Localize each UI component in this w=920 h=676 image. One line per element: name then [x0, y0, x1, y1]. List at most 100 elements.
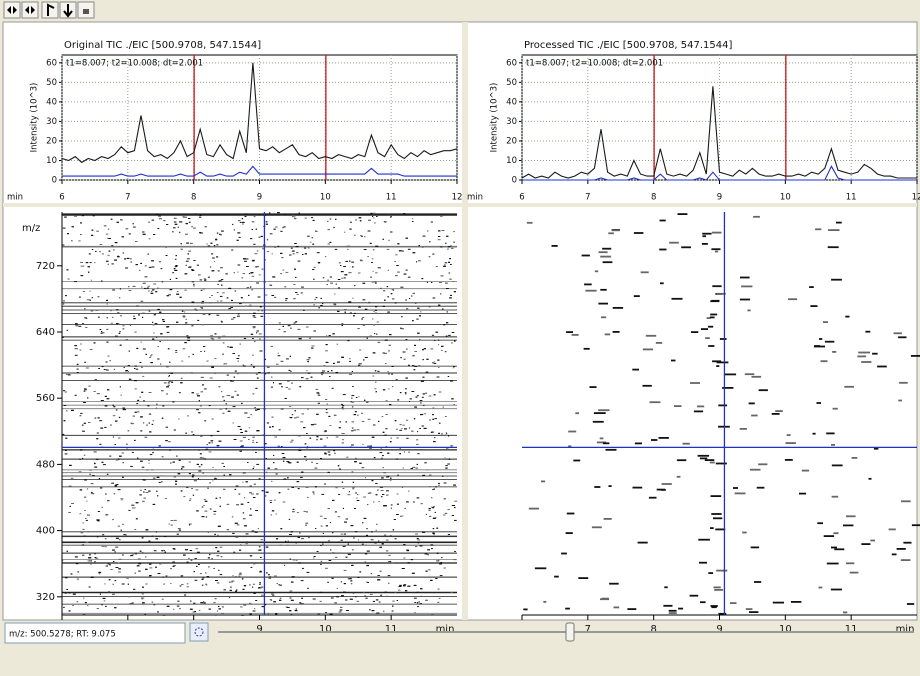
heatmap-cell [334, 453, 335, 454]
heatmap-cell [445, 457, 446, 458]
heatmap-cell [735, 493, 746, 495]
heatmap-cell [86, 542, 89, 543]
tool-button[interactable] [42, 2, 58, 18]
heatmap-cell [373, 352, 376, 353]
heatmap-cell [179, 232, 181, 233]
status-button[interactable] [190, 623, 208, 641]
heatmap-cell [447, 464, 449, 465]
slider-thumb[interactable] [566, 623, 574, 641]
heatmap-cell [203, 602, 205, 603]
heatmap-cell [269, 212, 270, 213]
heatmap-cell [107, 317, 108, 318]
heatmap-cell [421, 503, 423, 504]
heatmap-cell [293, 284, 295, 285]
heatmap-cell [119, 559, 122, 560]
heatmap-cell [164, 382, 167, 383]
heatmap-cell [206, 449, 209, 450]
heatmap-cell [240, 441, 243, 442]
heatmap-cell [328, 452, 330, 453]
heatmap-cell [713, 517, 722, 519]
heatmap-cell [698, 539, 710, 541]
heatmap-cell [134, 368, 135, 369]
heatmap-cell [100, 428, 103, 429]
heatmap-cell [446, 433, 447, 434]
heatmap-cell [325, 350, 328, 351]
heatmap-cell [635, 443, 642, 445]
heatmap-cell [115, 242, 118, 243]
heatmap-cell [168, 441, 171, 442]
heatmap-cell [874, 448, 879, 450]
heatmap-cell [142, 501, 144, 502]
heatmap-cell [206, 243, 207, 244]
heatmap-cell [380, 487, 383, 488]
heatmap-cell [186, 265, 187, 266]
x-tick-label: 11 [386, 193, 397, 203]
heatmap-cell [212, 442, 213, 443]
tool-button[interactable] [22, 2, 38, 18]
heatmap-cell [197, 320, 199, 321]
heatmap-cell [195, 580, 198, 581]
heatmap-cell [358, 396, 359, 397]
heatmap-cell [452, 505, 455, 506]
heatmap-cell [239, 303, 242, 304]
heatmap-cell [238, 265, 241, 266]
heatmap-cell [161, 475, 163, 476]
heatmap-cell [271, 481, 272, 482]
heatmap-cell [197, 395, 200, 396]
heatmap-cell [448, 534, 450, 535]
heatmap-cell [427, 231, 428, 232]
heatmap-cell [861, 543, 870, 545]
heatmap-cell [327, 221, 328, 222]
heatmap-cell [833, 532, 838, 534]
heatmap-cell [244, 525, 247, 526]
heatmap-cell [130, 325, 131, 326]
heatmap-cell [159, 445, 161, 446]
heatmap-cell [110, 569, 112, 570]
heatmap-cell [233, 406, 236, 407]
heatmap-cell [276, 538, 278, 539]
heatmap-cell [138, 563, 141, 564]
heatmap-cell [253, 313, 256, 314]
heatmap-cell [438, 230, 441, 231]
heatmap-cell [117, 312, 119, 313]
heatmap-cell [119, 297, 120, 298]
heatmap-cell [119, 539, 121, 540]
heatmap-cell [432, 254, 434, 255]
heatmap-cell [360, 260, 362, 261]
heatmap-cell [144, 288, 147, 289]
heatmap-cell [286, 358, 289, 359]
heatmap-cell [135, 507, 136, 508]
heatmap-cell [260, 380, 263, 381]
heatmap-cell [125, 534, 127, 535]
heatmap-cell [810, 305, 817, 307]
heatmap-cell [613, 331, 620, 333]
heatmap-cell [436, 528, 438, 529]
heatmap-cell [291, 440, 293, 441]
heatmap-cell [831, 547, 837, 549]
heatmap-cell [149, 431, 152, 432]
heatmap-cell [220, 547, 223, 548]
heatmap-cell [249, 427, 250, 428]
heatmap-cell [454, 341, 455, 342]
heatmap-cell [274, 576, 277, 577]
heatmap-cell [377, 371, 379, 372]
heatmap-cell [425, 393, 427, 394]
heatmap-cell [112, 550, 115, 551]
heatmap-cell [292, 216, 294, 217]
heatmap-cell [593, 421, 604, 423]
heatmap-cell [141, 342, 142, 343]
heatmap-cell [219, 280, 222, 281]
heatmap-cell [321, 526, 323, 527]
heatmap-cell [402, 516, 403, 517]
heatmap-cell [113, 405, 115, 406]
heatmap-cell [171, 373, 173, 374]
heatmap-cell [416, 261, 417, 262]
heatmap-cell [209, 297, 210, 298]
heatmap-cell [320, 545, 322, 546]
heatmap-cell [363, 359, 364, 360]
heatmap-cell [136, 373, 138, 374]
heatmap-cell [133, 286, 136, 287]
heatmap-cell [251, 567, 253, 568]
tool-button[interactable] [4, 2, 20, 18]
heatmap-cell [258, 310, 260, 311]
